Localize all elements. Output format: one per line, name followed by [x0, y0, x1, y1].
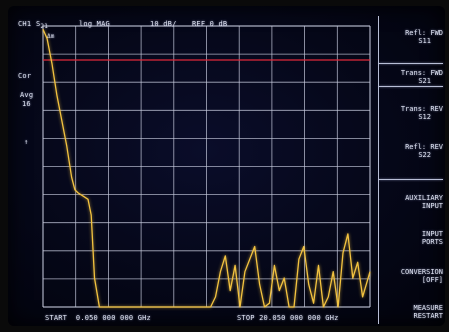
softkey-sublabel: S21: [418, 77, 431, 85]
start-frequency: START 0.050 000 000 GHz: [45, 314, 151, 322]
softkey-label: Trans: FWD: [400, 69, 443, 77]
measurement-plot: [42, 25, 371, 308]
correction-indicator: Cor: [18, 72, 32, 80]
scale-label: 10 dB/: [150, 20, 177, 28]
softkey-divider: [379, 86, 443, 87]
reference-label: REF 0 dB: [192, 20, 228, 28]
averaging-label: Avg: [20, 91, 34, 99]
analyzer-screen: CH1 S21 log MAG 10 dB/ REF 0 dB Cor Avg …: [8, 6, 445, 326]
graticule: [42, 25, 371, 308]
softkey-label: Trans: REV: [400, 105, 443, 113]
softkey-trans-fwd[interactable]: Trans: FWD S21: [379, 69, 443, 85]
softkey-sublabel: S12: [418, 113, 431, 121]
softkey-conversion[interactable]: CONVERSION [OFF]: [379, 268, 443, 284]
softkey-sublabel: S11: [418, 37, 431, 45]
softkey-sublabel: RESTART: [413, 312, 443, 320]
softkey-separator: [378, 16, 379, 324]
softkey-label: Refl: FWD: [405, 29, 443, 37]
softkey-label: CONVERSION: [400, 268, 443, 276]
softkey-auxiliary-input[interactable]: AUXILIARY INPUT: [379, 194, 443, 210]
softkey-divider: [379, 179, 443, 180]
softkey-refl-rev[interactable]: Refl: REV S22: [379, 143, 443, 159]
softkey-label: MEASURE: [413, 304, 443, 312]
softkey-sublabel: PORTS: [421, 238, 443, 246]
softkey-measure-restart[interactable]: MEASURE RESTART: [379, 304, 443, 320]
softkey-sublabel: S22: [418, 151, 431, 159]
softkey-label: AUXILIARY: [405, 194, 443, 202]
softkey-refl-fwd[interactable]: Refl: FWD S11: [379, 29, 443, 45]
stop-frequency: STOP 20.050 000 000 GHz: [237, 314, 339, 322]
averaging-count: 16: [22, 100, 31, 108]
softkey-input-ports[interactable]: INPUT PORTS: [379, 230, 443, 246]
s21-trace: [42, 28, 371, 308]
softkey-label: INPUT: [421, 230, 443, 238]
softkey-trans-rev[interactable]: Trans: REV S12: [379, 105, 443, 121]
reference-arrow-icon: ↑: [24, 138, 29, 146]
parameter-main: S: [36, 20, 41, 28]
marker-flag: Δm: [47, 33, 55, 40]
channel-label: CH1: [18, 20, 32, 28]
softkey-sublabel: [OFF]: [421, 276, 443, 284]
softkey-sublabel: INPUT: [421, 202, 443, 210]
format-label: log MAG: [79, 20, 110, 28]
softkey-label: Refl: REV: [405, 143, 443, 151]
softkey-divider: [379, 63, 443, 64]
